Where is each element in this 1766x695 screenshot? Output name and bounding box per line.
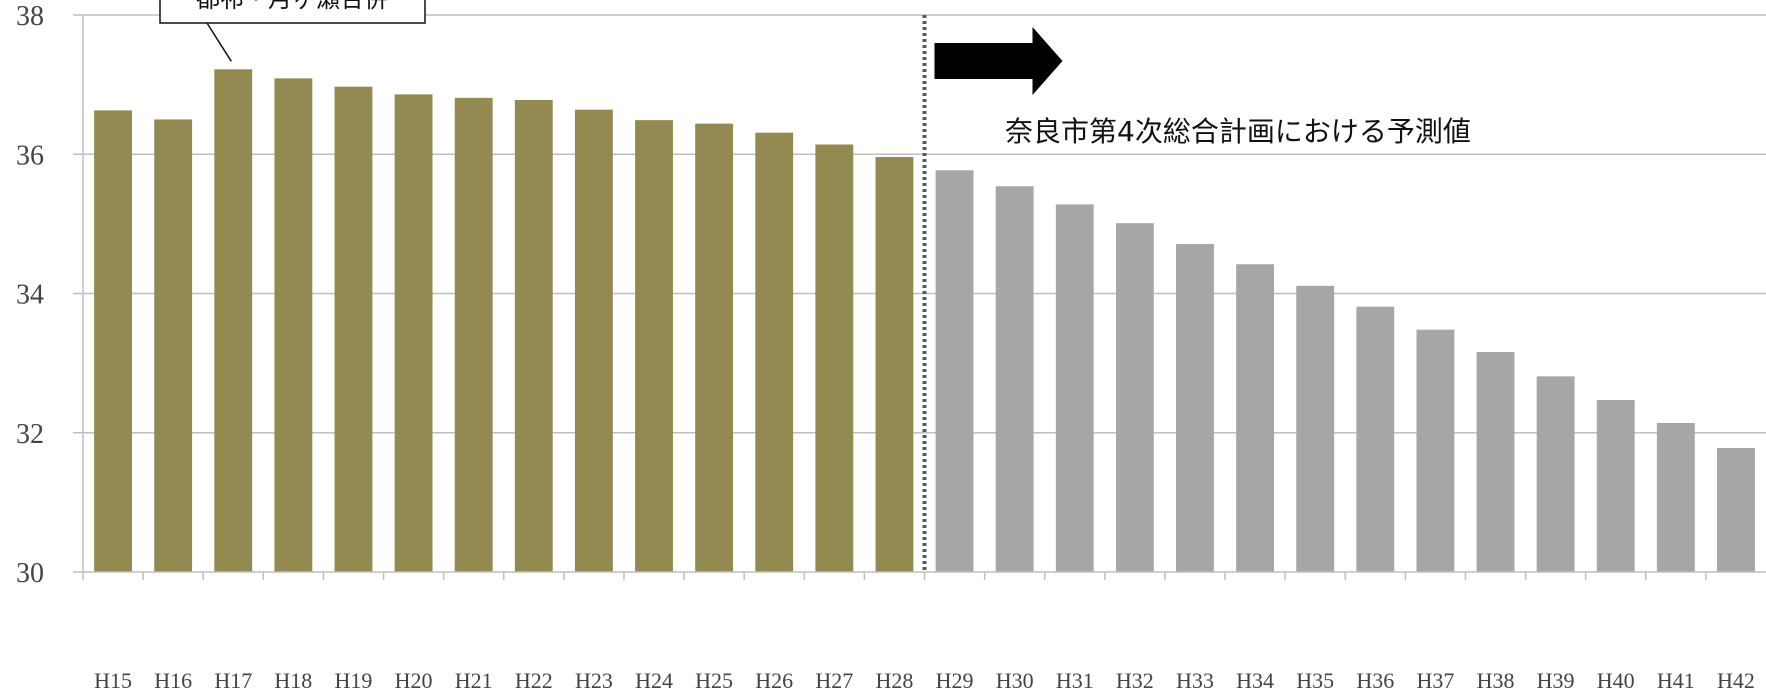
y-tick-label: 34 <box>16 280 44 311</box>
x-tick-label: H31 <box>1056 668 1094 693</box>
x-tick-label: H35 <box>1296 668 1334 693</box>
x-tick-label: H41 <box>1657 668 1695 693</box>
x-tick-label: H22 <box>515 668 553 693</box>
x-tick-label: H34 <box>1236 668 1274 693</box>
x-tick-label: H17 <box>214 668 252 693</box>
bar-H16 <box>154 119 193 572</box>
bar-H32 <box>1115 223 1154 572</box>
callout-leader-line <box>206 22 232 62</box>
x-tick-label: H24 <box>635 668 673 693</box>
bar-H29 <box>935 170 974 573</box>
annotations: 奈良市第4次総合計画における予測値 都祁・月ヶ瀬合併 <box>159 0 1471 572</box>
x-tick-label: H37 <box>1416 668 1454 693</box>
y-tick-label: 38 <box>16 1 44 32</box>
x-tick-label: H28 <box>876 668 914 693</box>
bar-H17 <box>214 69 253 573</box>
bar-H42 <box>1717 448 1755 572</box>
x-tick-label: H27 <box>815 668 853 693</box>
bar-H15 <box>94 110 132 572</box>
forecast-arrow-icon <box>934 27 1063 95</box>
x-tick-label: H40 <box>1597 668 1635 693</box>
bar-H33 <box>1176 244 1214 572</box>
x-tick-label: H36 <box>1356 668 1394 693</box>
bar-H19 <box>334 86 373 573</box>
x-tick-label: H19 <box>335 668 373 693</box>
x-tick-label: H30 <box>996 668 1034 693</box>
bar-H23 <box>574 109 613 572</box>
x-tick-label: H16 <box>154 668 192 693</box>
bar-H36 <box>1356 306 1395 572</box>
bar-H28 <box>875 157 914 572</box>
x-tick-label: H20 <box>395 668 433 693</box>
bar-H38 <box>1476 351 1515 572</box>
bar-H20 <box>394 94 433 572</box>
bars <box>94 69 1755 573</box>
y-tick-label: 30 <box>16 558 44 589</box>
x-tick-label: H38 <box>1477 668 1515 693</box>
x-tick-label: H32 <box>1116 668 1154 693</box>
bar-H26 <box>755 132 794 572</box>
bar-H34 <box>1236 264 1275 572</box>
y-tick-label: 36 <box>16 140 44 171</box>
x-tick-label: H29 <box>936 668 974 693</box>
bar-H41 <box>1656 423 1695 572</box>
bar-H31 <box>1055 204 1094 572</box>
y-axis-tick-labels: 30 32 34 36 38 <box>16 1 44 589</box>
x-tick-label: H23 <box>575 668 613 693</box>
bar-H30 <box>995 186 1034 572</box>
bar-H22 <box>514 99 553 572</box>
x-tick-label: H18 <box>274 668 312 693</box>
bar-H39 <box>1536 376 1575 572</box>
bar-H27 <box>815 144 854 572</box>
callout-label: 都祁・月ヶ瀬合併 <box>196 0 388 13</box>
bar-H24 <box>635 120 673 572</box>
x-tick-label: H42 <box>1717 668 1755 693</box>
x-tick-label: H15 <box>94 668 132 693</box>
x-tick-label: H39 <box>1537 668 1575 693</box>
bar-H35 <box>1296 285 1335 572</box>
x-axis-tick-labels: H15 H16 H17 H18 H19 H20 H21 H22 H23 H24 H25 H26 H27 H… <box>82 572 1755 693</box>
bar-H40 <box>1596 400 1635 572</box>
bar-H37 <box>1416 329 1455 572</box>
bar-H21 <box>454 97 493 572</box>
x-tick-label: H26 <box>755 668 793 693</box>
x-tick-label: H21 <box>455 668 493 693</box>
callout-box <box>159 0 426 24</box>
bar-H25 <box>695 123 734 573</box>
y-tick-label: 32 <box>16 419 44 450</box>
x-tick-label: H25 <box>695 668 733 693</box>
bar-H18 <box>274 78 313 572</box>
forecast-label: 奈良市第4次総合計画における予測値 <box>1005 115 1471 148</box>
x-tick-label: H33 <box>1176 668 1214 693</box>
